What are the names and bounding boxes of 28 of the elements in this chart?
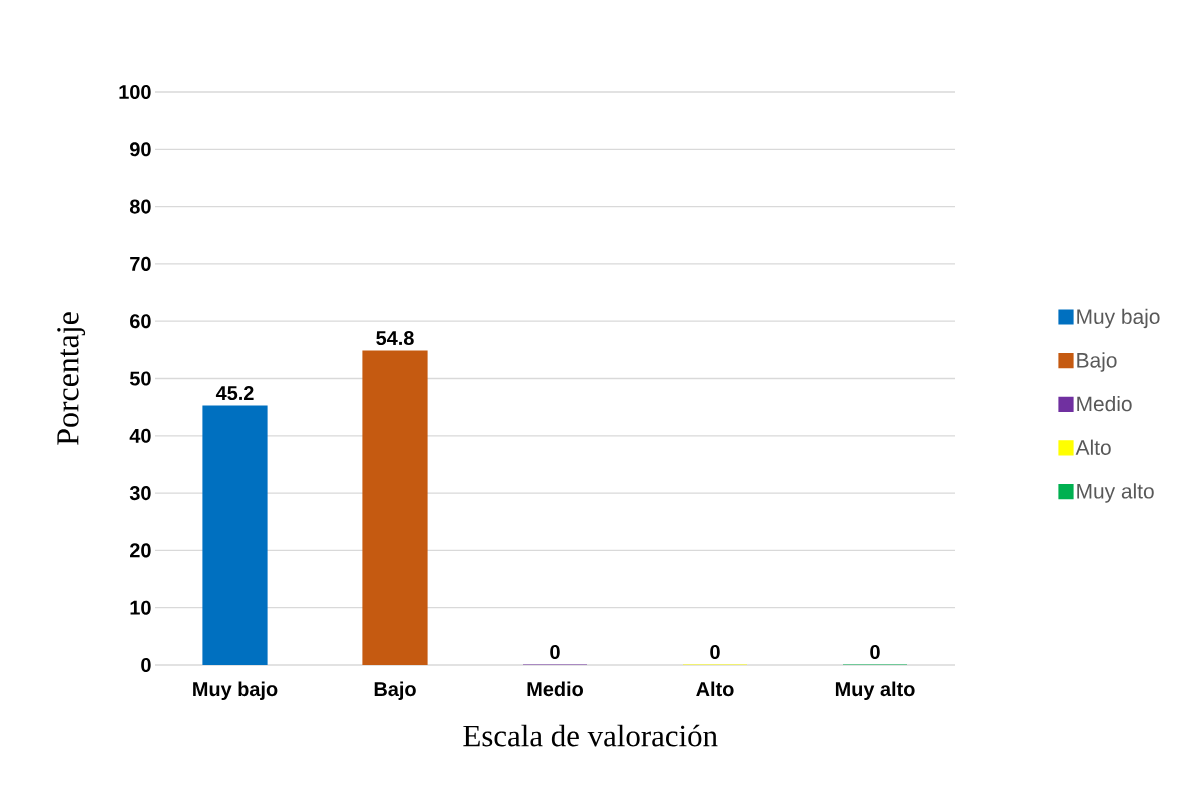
legend-label: Muy alto <box>1077 483 1154 503</box>
y-tick-label: 80 <box>129 199 151 214</box>
legend-label: Medio <box>1077 395 1132 412</box>
x-tick-label: Muy alto <box>835 681 915 701</box>
x-axis-title: Escala de valoración <box>463 724 718 747</box>
y-tick-label: 30 <box>129 486 151 501</box>
y-tick-label: 90 <box>130 142 151 157</box>
legend-label: Bajo <box>1077 352 1117 372</box>
y-tick-label: 10 <box>130 600 151 615</box>
data-label: 0 <box>550 644 560 660</box>
y-tick-label: 70 <box>130 256 151 271</box>
legend-label: Muy bajo <box>1077 308 1160 329</box>
y-axis-title: Porcentaje <box>57 312 86 445</box>
x-tick-label: Bajo <box>374 681 416 701</box>
y-tick-label: 20 <box>130 543 151 558</box>
data-label: 0 <box>710 644 720 660</box>
y-tick-label: 100 <box>119 84 151 100</box>
y-tick-label: 60 <box>130 314 151 329</box>
data-label: 54.8 <box>376 330 414 346</box>
x-tick-label: Medio <box>527 681 583 697</box>
legend-label: Alto <box>1075 439 1111 455</box>
data-label: 0 <box>870 644 880 660</box>
y-tick-label: 50 <box>129 371 151 386</box>
data-label: 45.2 <box>215 385 254 401</box>
y-tick-label: 0 <box>141 657 151 673</box>
x-tick-label: Alto <box>696 681 734 697</box>
x-tick-label: Muy bajo <box>193 681 278 701</box>
y-tick-label: 40 <box>129 428 151 443</box>
